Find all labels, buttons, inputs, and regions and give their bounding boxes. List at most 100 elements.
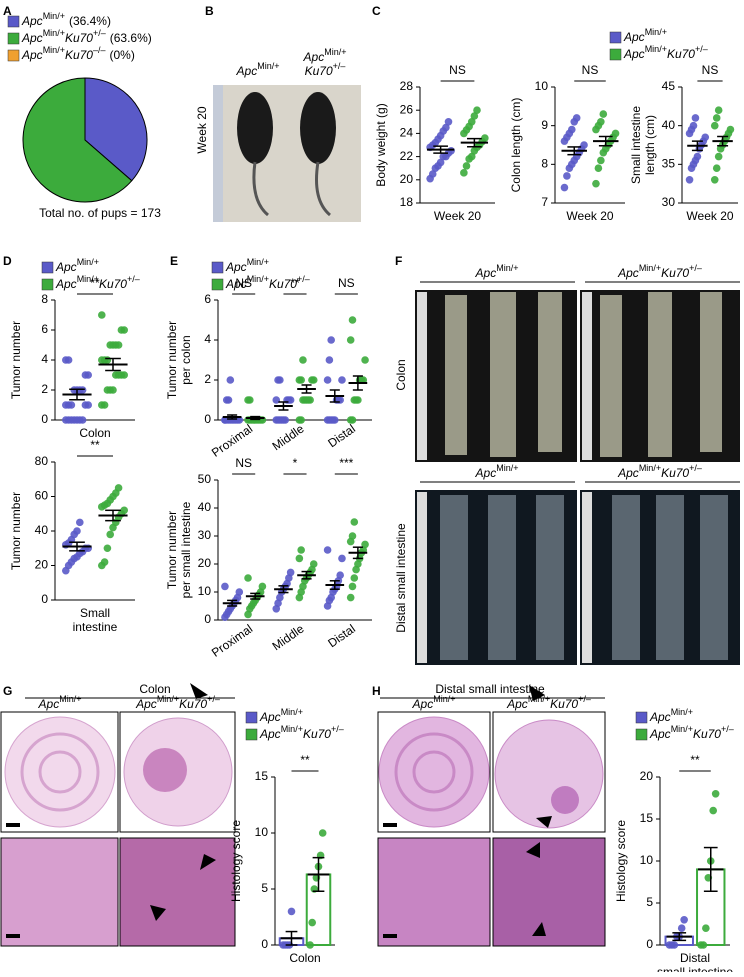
- text-part: Apc: [649, 710, 671, 724]
- data-point: [84, 371, 92, 379]
- panel-label: A: [3, 4, 12, 18]
- text-part: –/–: [93, 45, 106, 55]
- data-point: [103, 356, 112, 364]
- text-part: Min/+: [43, 45, 65, 55]
- y-tick-label: 15: [255, 769, 269, 783]
- column-label: ApcMin/+Ku70+/–: [506, 694, 591, 711]
- data-point: [235, 416, 244, 424]
- data-point: [726, 125, 735, 134]
- data-point: [224, 396, 233, 404]
- data-point: [297, 416, 305, 424]
- significance-label: **: [90, 276, 100, 290]
- text-part: Ku70: [269, 277, 297, 291]
- text-part: Apc: [506, 697, 528, 711]
- legend-swatch: [609, 48, 622, 61]
- legend-label: ApcMin/+Ku70+/–: [225, 274, 310, 291]
- data-point: [346, 593, 355, 602]
- text-part: Min/+: [645, 44, 667, 54]
- y-tick-label: 4: [41, 352, 48, 366]
- significance-label: NS: [582, 63, 599, 77]
- y-tick-label: 50: [198, 472, 212, 486]
- y-axis-label: Tumor number: [165, 321, 179, 399]
- y-tick-label: 20: [35, 558, 49, 572]
- y-tick-label: 40: [198, 500, 212, 514]
- x-tick-label: Distal: [680, 951, 710, 965]
- legend-swatch: [609, 31, 622, 44]
- text-part: Apc: [21, 31, 43, 45]
- y-axis-label: Tumor number: [9, 492, 23, 570]
- text-part: Min/+: [528, 694, 550, 704]
- y-tick-label: 60: [35, 489, 49, 503]
- y-tick-label: 2: [204, 372, 211, 386]
- data-point: [103, 544, 112, 553]
- legend-swatch: [7, 15, 20, 28]
- y-tick-label: 28: [400, 79, 414, 93]
- data-point: [714, 152, 723, 161]
- text-part: +/–: [695, 44, 708, 54]
- text-part: Ku70: [667, 47, 695, 61]
- data-point: [348, 416, 357, 424]
- y-tick-label: 40: [35, 523, 49, 537]
- data-point: [460, 169, 468, 177]
- data-point: [710, 121, 719, 130]
- data-point: [330, 416, 339, 424]
- y-tick-label: 18: [400, 195, 414, 209]
- data-point: [226, 376, 235, 384]
- text-part: +/–: [207, 694, 220, 704]
- data-point: [286, 568, 295, 577]
- x-tick-label: Proximal: [209, 622, 255, 660]
- colon-strips: [445, 292, 722, 457]
- column-label: ApcMin/+: [412, 694, 456, 711]
- column-label: ApcMin/+: [475, 263, 519, 280]
- y-tick-label: 0: [204, 412, 211, 426]
- data-point: [84, 401, 92, 409]
- panel-label: G: [3, 684, 12, 698]
- legend-label: ApcMin/+: [623, 27, 667, 44]
- text-part: Apc: [617, 266, 639, 280]
- y-tick-label: 8: [41, 292, 48, 306]
- data-point: [348, 582, 357, 591]
- y-axis-label: Tumor number: [165, 511, 179, 589]
- data-point: [221, 582, 229, 591]
- data-point: [281, 416, 290, 424]
- data-point: [467, 152, 476, 161]
- text-part: Apc: [623, 47, 645, 61]
- text-part: Ku70: [179, 697, 207, 711]
- histology-image: [119, 837, 236, 947]
- text-part: Apc: [55, 260, 77, 274]
- y-tick-label: 20: [640, 769, 654, 783]
- significance-label: **: [90, 438, 100, 452]
- histology-image: [492, 837, 606, 947]
- text-part: Min/+: [671, 724, 693, 734]
- legend-label: ApcMin/+: [225, 257, 269, 274]
- data-point: [73, 527, 81, 535]
- y-tick-label: 40: [662, 118, 676, 132]
- text-part: +/–: [127, 274, 140, 284]
- data-point: [323, 376, 332, 384]
- x-tick-label: Small: [80, 606, 110, 620]
- data-point: [297, 376, 305, 384]
- text-part: Apc: [649, 727, 671, 741]
- y-tick-label: 0: [261, 937, 268, 951]
- text-part: +/–: [689, 463, 702, 473]
- data-point: [611, 129, 620, 138]
- legend-swatch: [7, 32, 20, 45]
- ruler: [417, 292, 427, 460]
- data-point: [100, 558, 109, 566]
- text-part: Min/+: [433, 694, 455, 704]
- significance-label: **: [300, 753, 310, 767]
- text-part: Ku70: [303, 727, 331, 741]
- data-point: [563, 172, 571, 180]
- y-tick-label: 5: [646, 895, 653, 909]
- caption: Total no. of pups = 173: [39, 206, 161, 220]
- x-tick-label: Proximal: [209, 422, 255, 460]
- y-tick-label: 22: [400, 149, 414, 163]
- text-part: Min/+: [671, 707, 693, 717]
- text-part: +/–: [689, 263, 702, 273]
- data-point: [693, 152, 702, 161]
- data-point: [481, 134, 489, 142]
- data-point: [318, 829, 327, 837]
- y-axis-label: Histology score: [614, 820, 628, 902]
- data-point: [106, 530, 114, 539]
